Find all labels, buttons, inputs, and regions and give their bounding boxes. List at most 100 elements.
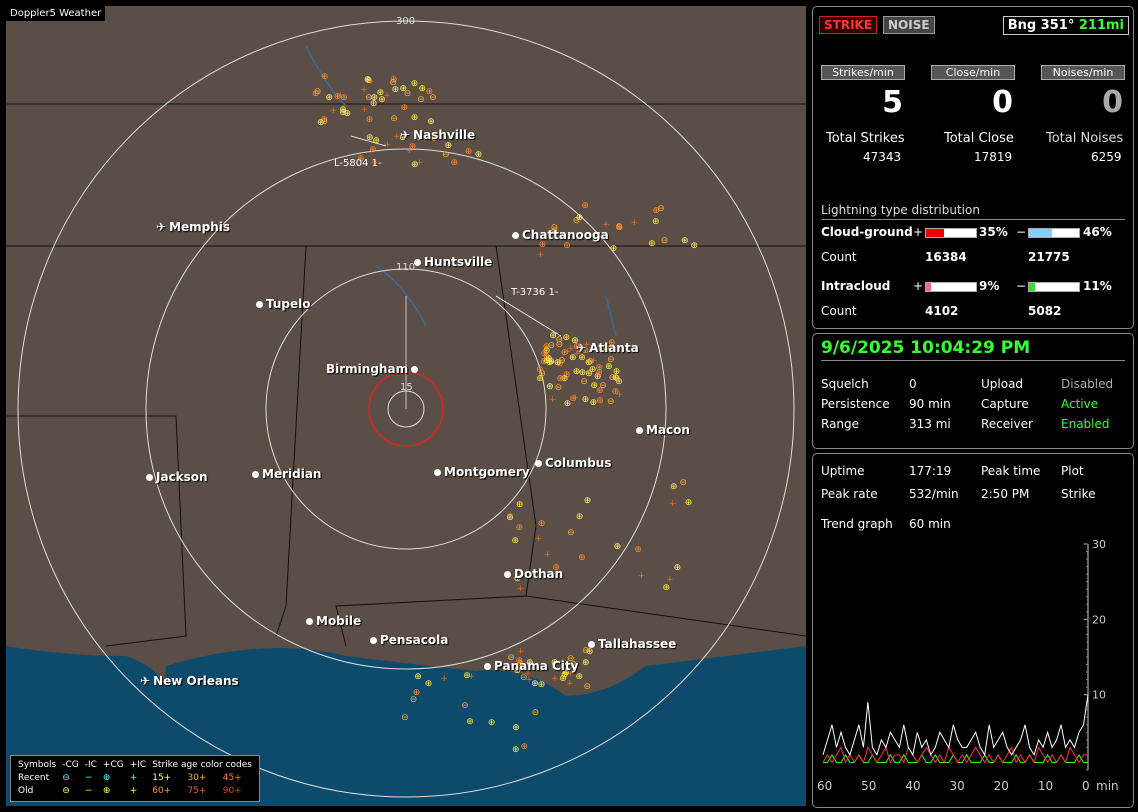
strike-marker-icon: ⊕ bbox=[543, 355, 551, 366]
symbol-legend: Symbols -CG -IC +CG +IC Strike age color code… bbox=[10, 755, 260, 802]
strike-marker-icon: ⊕ bbox=[680, 235, 689, 246]
strike-marker-icon: ⊖ bbox=[550, 226, 559, 237]
strike-mode-button[interactable]: STRIKE bbox=[819, 16, 878, 34]
strike-marker-icon: ⊖ bbox=[531, 708, 540, 719]
series-white-line bbox=[822, 694, 1089, 757]
close-per-min-button[interactable]: Close/min bbox=[931, 65, 1015, 80]
strike-marker-icon: ⊕ bbox=[596, 395, 604, 406]
strike-marker-icon: ⊕ bbox=[569, 393, 577, 404]
city-birmingham[interactable]: Birmingham bbox=[326, 362, 421, 376]
lightning-map[interactable]: Doppler5 Weather 300 110 15 ⊕ ⊕ ⊕ + ⊕ ⊕ ⊕ ⊕ ⊕ ⊕ ⊕ ⊖… bbox=[6, 6, 806, 806]
x-tick-label: 0 bbox=[1082, 779, 1090, 793]
track-label: L-5804 1- bbox=[334, 158, 382, 169]
cg-positive-icon: ⊕ bbox=[102, 773, 111, 783]
city-new-orleans[interactable]: ✈ New Orleans bbox=[140, 674, 239, 688]
city-dothan[interactable]: Dothan bbox=[504, 567, 563, 581]
strike-marker-icon: ⊕ bbox=[615, 377, 623, 388]
strike-marker-icon: ⊕ bbox=[320, 72, 329, 83]
strike-marker-icon: ⊕ bbox=[572, 367, 581, 378]
strike-marker-icon: ⊕ bbox=[571, 336, 579, 347]
map-background bbox=[6, 20, 806, 806]
strike-marker-icon: ⊕ bbox=[317, 117, 325, 128]
strike-marker-icon: ⊕ bbox=[553, 358, 562, 369]
strike-marker-icon: ⊕ bbox=[581, 394, 590, 405]
city-dot-icon bbox=[434, 469, 441, 476]
ic-positive-count: 4102 bbox=[925, 304, 959, 318]
strike-marker-icon: ⊖ bbox=[566, 654, 575, 665]
city-meridian[interactable]: Meridian bbox=[252, 467, 321, 481]
strike-marker-icon: ⊕ bbox=[450, 158, 459, 169]
plot-value: Strike bbox=[1061, 487, 1096, 501]
city-columbus[interactable]: Columbus bbox=[535, 456, 612, 470]
city-tallahassee[interactable]: Tallahassee bbox=[588, 637, 676, 651]
strike-marker-icon: ⊕ bbox=[545, 358, 554, 369]
strike-marker-icon: ⊖ bbox=[607, 355, 615, 366]
ring-label-110: 110 bbox=[396, 262, 416, 273]
noises-per-min-value: 0 bbox=[1102, 85, 1123, 120]
strike-marker-icon: ⊕ bbox=[540, 356, 548, 367]
strike-marker-icon: ⊕ bbox=[608, 338, 616, 349]
strike-marker-icon: ⊕ bbox=[537, 679, 546, 690]
strike-marker-icon: + bbox=[582, 340, 591, 351]
city-atlanta[interactable]: ✈ Atlanta bbox=[576, 341, 639, 355]
strike-marker-icon: + bbox=[563, 347, 572, 358]
strike-marker-icon: + bbox=[525, 674, 533, 685]
city-macon[interactable]: Macon bbox=[636, 423, 690, 437]
strike-marker-icon: ⊕ bbox=[520, 742, 528, 753]
strike-marker-icon: ⊕ bbox=[547, 357, 555, 368]
strike-marker-icon: ⊕ bbox=[543, 352, 551, 363]
city-memphis[interactable]: ✈ Memphis bbox=[156, 220, 231, 234]
strike-marker-icon: ⊕ bbox=[634, 544, 642, 555]
city-jackson[interactable]: Jackson bbox=[146, 470, 208, 484]
strike-marker-icon: ⊕ bbox=[464, 146, 473, 157]
strike-marker-icon: ⊕ bbox=[615, 223, 624, 234]
noises-per-min-button[interactable]: Noises/min bbox=[1041, 65, 1125, 80]
strike-marker-icon: ⊕ bbox=[559, 674, 567, 685]
strike-marker-icon: ⊕ bbox=[546, 381, 554, 392]
strike-marker-icon: ⊕ bbox=[487, 718, 496, 729]
strike-marker-icon: ⊖ bbox=[567, 528, 575, 539]
city-tupelo[interactable]: Tupelo bbox=[256, 297, 311, 311]
strike-marker-icon: ⊕ bbox=[613, 542, 622, 553]
strike-marker-icon: ⊕ bbox=[399, 84, 407, 95]
strike-marker-icon: ⊕ bbox=[370, 92, 379, 103]
city-huntsville[interactable]: Huntsville bbox=[414, 255, 492, 269]
city-panama-city[interactable]: Panama City bbox=[484, 659, 578, 673]
strike-marker-icon: ⊕ bbox=[585, 368, 593, 379]
noise-mode-button[interactable]: NOISE bbox=[883, 16, 935, 34]
cg-negative-count: 21775 bbox=[1028, 250, 1070, 264]
y-tick-label: 30 bbox=[1092, 538, 1106, 551]
upload-status: Disabled bbox=[1061, 377, 1114, 391]
city-dot-icon bbox=[484, 663, 491, 670]
strike-marker-icon: ⊕ bbox=[569, 352, 577, 363]
strike-marker-icon: ⊕ bbox=[525, 658, 534, 669]
strike-marker-icon: ⊕ bbox=[444, 141, 453, 152]
city-mobile[interactable]: Mobile bbox=[306, 614, 361, 628]
strike-marker-icon: ⊕ bbox=[673, 562, 682, 573]
strikes-per-min-button[interactable]: Strikes/min bbox=[821, 65, 905, 80]
strike-marker-icon: ⊖ bbox=[590, 342, 598, 353]
strike-marker-icon: ⊖ bbox=[365, 92, 373, 103]
city-chattanooga[interactable]: Chattanooga bbox=[512, 228, 609, 242]
strike-marker-icon: ⊖ bbox=[580, 376, 588, 387]
city-montgomery[interactable]: Montgomery bbox=[434, 465, 530, 479]
city-dot-icon bbox=[588, 641, 595, 648]
strike-marker-icon: ⊖ bbox=[555, 334, 564, 345]
strike-marker-icon: ⊖ bbox=[615, 221, 623, 232]
strike-marker-icon: + bbox=[551, 674, 559, 685]
current-datetime: 9/6/2025 10:04:29 PM bbox=[821, 338, 1031, 358]
close-per-min-value: 0 bbox=[992, 85, 1013, 120]
strike-marker-icon: ⊖ bbox=[606, 397, 615, 408]
strike-marker-icon: + bbox=[524, 668, 532, 679]
city-nashville[interactable]: ✈ Nashville bbox=[400, 128, 476, 142]
ic-negative-bar bbox=[1028, 282, 1080, 292]
strike-marker-icon: ⊖ bbox=[417, 94, 425, 105]
strike-marker-icon: ⊕ bbox=[588, 365, 597, 376]
strike-marker-icon: ⊖ bbox=[679, 477, 688, 488]
strike-marker-icon: + bbox=[534, 534, 543, 545]
strike-marker-icon: ⊕ bbox=[556, 359, 564, 370]
strike-marker-icon: ⊕ bbox=[612, 367, 621, 377]
strike-marker-icon: ⊕ bbox=[596, 385, 604, 396]
city-pensacola[interactable]: Pensacola bbox=[370, 633, 448, 647]
strike-marker-icon: ⊕ bbox=[343, 109, 351, 120]
